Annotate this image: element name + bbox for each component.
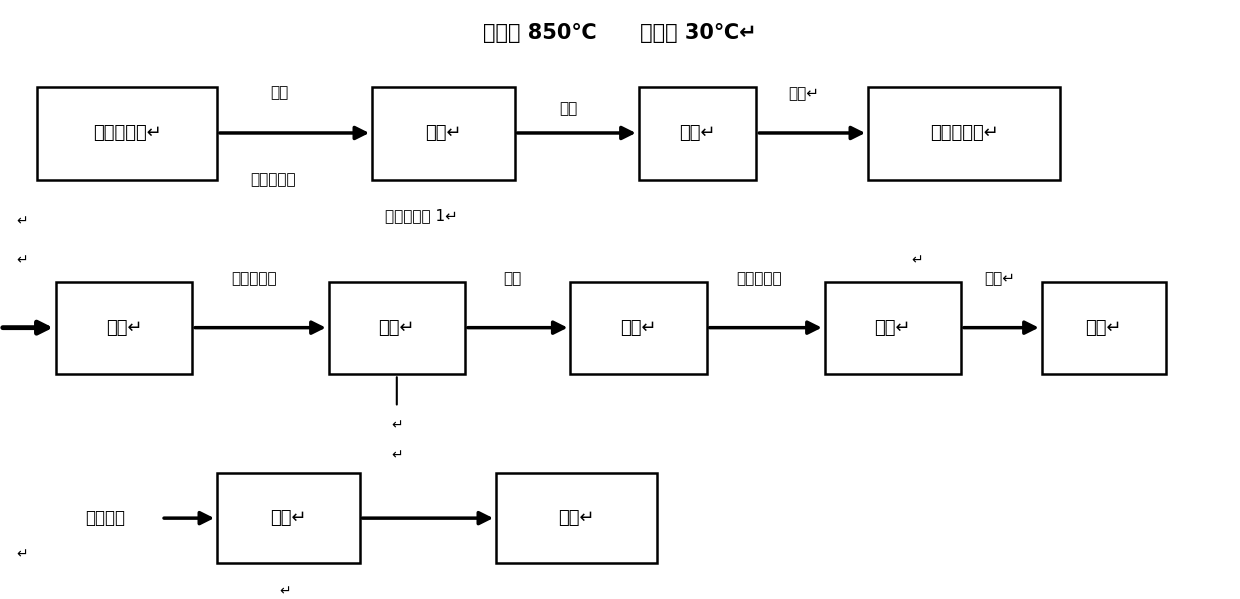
Bar [825, 282, 961, 374]
Text: ↵: ↵ [911, 253, 924, 268]
Text: 检测合格: 检测合格 [86, 509, 125, 527]
Text: 冷却↵: 冷却↵ [680, 124, 715, 143]
Bar [372, 87, 515, 180]
Bar [217, 473, 360, 563]
Bar [639, 87, 756, 180]
Text: 除尘↵: 除尘↵ [789, 86, 818, 101]
Text: ↵: ↵ [279, 585, 291, 599]
Text: ↵: ↵ [16, 547, 29, 561]
Bar [1042, 282, 1166, 374]
Text: 除尘: 除尘 [559, 101, 577, 117]
Bar [56, 282, 192, 374]
Text: 筛选↵: 筛选↵ [874, 319, 911, 337]
Text: 活化↵: 活化↵ [425, 124, 461, 143]
Text: 酸洗↵: 酸洗↵ [378, 319, 415, 337]
Text: ↵: ↵ [16, 253, 29, 268]
Text: 烘干↵: 烘干↵ [620, 319, 657, 337]
Text: 成品↵: 成品↵ [1085, 319, 1122, 337]
Text: 检测、除尘: 检测、除尘 [232, 271, 277, 286]
Text: 除尘↵: 除尘↵ [985, 271, 1014, 286]
Text: 入库↵: 入库↵ [558, 509, 595, 527]
Text: 检测: 检测 [503, 271, 521, 286]
Text: 半成品检测↵: 半成品检测↵ [930, 124, 998, 143]
Text: 加温至 850℃      冷却至 30℃↵: 加温至 850℃ 冷却至 30℃↵ [484, 23, 756, 43]
Text: 包装↵: 包装↵ [270, 509, 306, 527]
Text: 检测、除尘: 检测、除尘 [737, 271, 781, 286]
Text: ↵: ↵ [391, 418, 403, 432]
Text: 破碎↵: 破碎↵ [105, 319, 143, 337]
Text: 筛选、进炉: 筛选、进炉 [250, 172, 295, 187]
Bar [329, 282, 465, 374]
Text: 关键控制点 1↵: 关键控制点 1↵ [386, 208, 458, 223]
Bar [868, 87, 1060, 180]
Bar [496, 473, 657, 563]
Text: 除尘: 除尘 [270, 85, 288, 101]
Bar [37, 87, 217, 180]
Text: ↵: ↵ [16, 214, 29, 229]
Text: ↵: ↵ [391, 448, 403, 462]
Text: 椰壳炭化料↵: 椰壳炭化料↵ [93, 124, 161, 143]
Bar [570, 282, 707, 374]
